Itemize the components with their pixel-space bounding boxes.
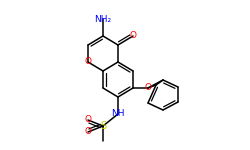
Text: O: O xyxy=(130,32,136,40)
Text: NH₂: NH₂ xyxy=(94,15,112,24)
Text: O: O xyxy=(84,116,91,124)
Text: S: S xyxy=(100,121,106,131)
Text: O: O xyxy=(84,57,91,66)
Text: O: O xyxy=(84,128,91,136)
Text: NH: NH xyxy=(111,110,125,118)
Text: O: O xyxy=(144,84,152,93)
